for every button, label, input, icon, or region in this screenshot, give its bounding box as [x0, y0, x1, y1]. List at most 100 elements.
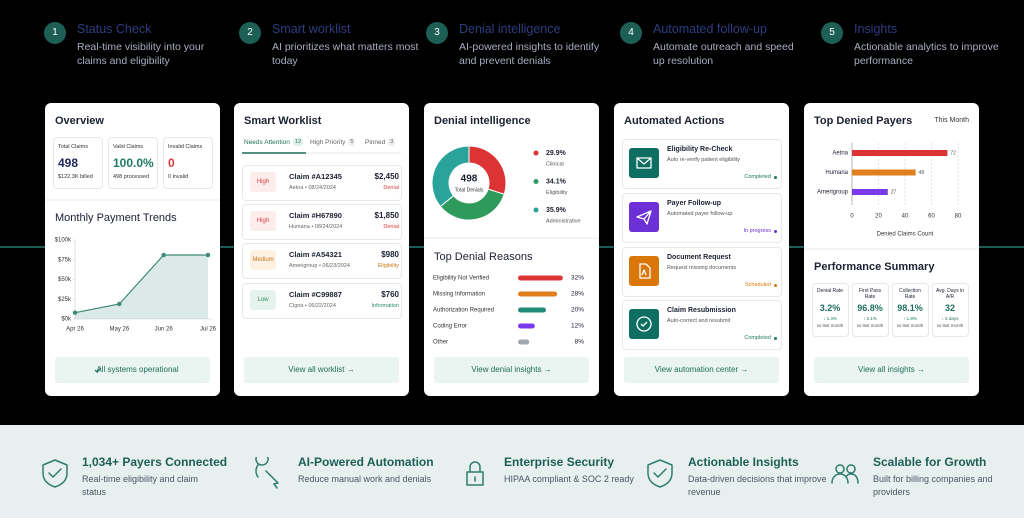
worklist-item[interactable]	[242, 283, 402, 319]
card-title: Performance Summary	[814, 261, 935, 273]
tab[interactable]: Needs Attention	[244, 139, 290, 146]
card: Automated Actions Eligibility Re-Check Aut…	[614, 103, 789, 396]
worklist-item[interactable]	[242, 243, 402, 279]
metric-box	[852, 283, 889, 337]
card-title: Top Denied Payers	[814, 115, 913, 127]
bar-label: Eligibility Not Verified	[433, 276, 489, 282]
action-title: Payer Follow-up	[667, 200, 722, 207]
status-dot	[774, 284, 777, 287]
graphic	[647, 459, 673, 488]
bar-value: 72	[950, 150, 956, 156]
legend-dot	[533, 150, 539, 156]
step-description: AI prioritizes what matters most today	[272, 41, 419, 67]
chart-title: Top Denial Reasons	[434, 251, 533, 263]
bar-label: Missing Information	[433, 292, 485, 298]
claim-id: Claim #A54321	[289, 250, 342, 259]
claim-status: Denial	[383, 185, 399, 191]
step-description: Automate outreach and speed up resolutio…	[653, 41, 794, 67]
tab-count: 12	[292, 138, 304, 146]
tab[interactable]: High Priority	[310, 139, 346, 146]
action-icon	[636, 210, 652, 225]
graphic: $0k $25k $50k $75k $100k Apr 26 May 26 Jun 26 Ju…	[45, 199, 220, 333]
step-number: 1	[44, 22, 66, 44]
button[interactable]: View all worklist →	[244, 357, 399, 383]
button[interactable]: View all insights →	[814, 357, 969, 383]
bar	[852, 169, 916, 176]
feature-icon	[831, 464, 859, 484]
claim-meta: Amerigroup • 06/23/2024	[289, 263, 350, 269]
step-number: 5	[821, 22, 843, 44]
step-title: Status Check	[77, 22, 152, 36]
bar	[518, 339, 530, 345]
bar-value: 12%	[571, 323, 584, 330]
claim-amount: $980	[381, 250, 399, 259]
stat-box	[108, 137, 158, 189]
x-tick-label: 80	[955, 214, 962, 220]
graphic	[629, 148, 659, 178]
metric-note: vs last month	[856, 323, 884, 328]
legend-dot	[533, 207, 539, 213]
metric-box	[892, 283, 929, 337]
claim-status: Information	[371, 303, 399, 309]
legend-label: Eligibility	[546, 190, 568, 196]
action-icon	[636, 316, 652, 332]
bar-value: 27	[891, 189, 897, 195]
legend-label: Clinical	[546, 161, 564, 167]
metric-label: Avg. Days in A/R	[936, 288, 964, 300]
step-title: Insights	[854, 22, 898, 36]
card: $0k $25k $50k $75k $100k Apr 26 May 26 Jun 26 Ju…	[45, 103, 220, 396]
feature-band	[0, 425, 1024, 518]
graphic	[42, 459, 68, 488]
feature-title: Actionable Insights	[688, 455, 799, 469]
card: Smart Worklist Needs Attention 12 High Prio…	[234, 103, 409, 396]
card-title: Overview	[55, 115, 104, 127]
period-label: This Month	[934, 117, 969, 124]
bar-value: 28%	[571, 291, 584, 298]
metric-note: vs last month	[816, 323, 844, 328]
card-title: Smart Worklist	[244, 115, 322, 127]
tab[interactable]: Pinned	[365, 139, 386, 146]
category-label: Amerigroup	[817, 190, 849, 196]
action-item[interactable]	[622, 247, 782, 297]
feature-description: Data-driven decisions that improve reven…	[688, 474, 827, 497]
metric-note: vs last month	[896, 323, 924, 328]
action-item[interactable]	[622, 193, 782, 243]
bar	[518, 323, 535, 329]
claim-id: Claim #A12345	[289, 172, 342, 181]
bar	[518, 275, 563, 281]
step-title: Smart worklist	[272, 22, 351, 36]
button[interactable]: All systems operational	[55, 357, 210, 383]
bar	[852, 150, 948, 156]
action-icon-bg	[629, 309, 659, 339]
point	[205, 252, 211, 258]
worklist-item[interactable]	[242, 204, 402, 240]
metric-change: ↓ 5 days	[941, 316, 959, 321]
metric-note: vs last month	[936, 323, 964, 328]
graphic: 0 20 40 60 80 Aetna 72 Humana 48 Amerigroup 27 Deni…	[804, 143, 979, 250]
metric-value: 32	[944, 303, 955, 313]
claim-meta: Cigna • 06/22/2024	[289, 303, 336, 309]
action-item[interactable]	[622, 139, 782, 189]
button[interactable]: View automation center →	[624, 357, 779, 383]
graphic	[629, 202, 659, 232]
action-item[interactable]	[622, 300, 782, 350]
metric-box	[812, 283, 849, 337]
card: 29.9% Clinical 34.1% Eligibility 35.9% Admini…	[424, 103, 599, 396]
category-label: Humana	[825, 170, 848, 176]
button[interactable]: View denial insights →	[434, 357, 589, 383]
worklist-item[interactable]	[242, 165, 402, 201]
action-description: Auto-correct and resubmit	[667, 318, 731, 324]
stat-sub: 0 invalid	[168, 174, 189, 180]
x-tick-label: Jul 26	[200, 327, 217, 333]
metric-box	[932, 283, 969, 337]
legend-value: 29.9%	[546, 150, 567, 157]
claim-meta: Humana • 08/24/2024	[289, 224, 343, 230]
metric-change: ↓ 1.4%	[823, 316, 837, 321]
bar-value: 20%	[571, 307, 584, 314]
graphic	[831, 464, 859, 484]
donut-total: 498	[461, 174, 478, 185]
feature-description: HIPAA compliant & SOC 2 ready	[504, 474, 634, 484]
claim-amount: $1,850	[374, 211, 399, 220]
metric-label: First Pass Rate	[858, 288, 882, 300]
stat-value: 498	[58, 156, 79, 170]
